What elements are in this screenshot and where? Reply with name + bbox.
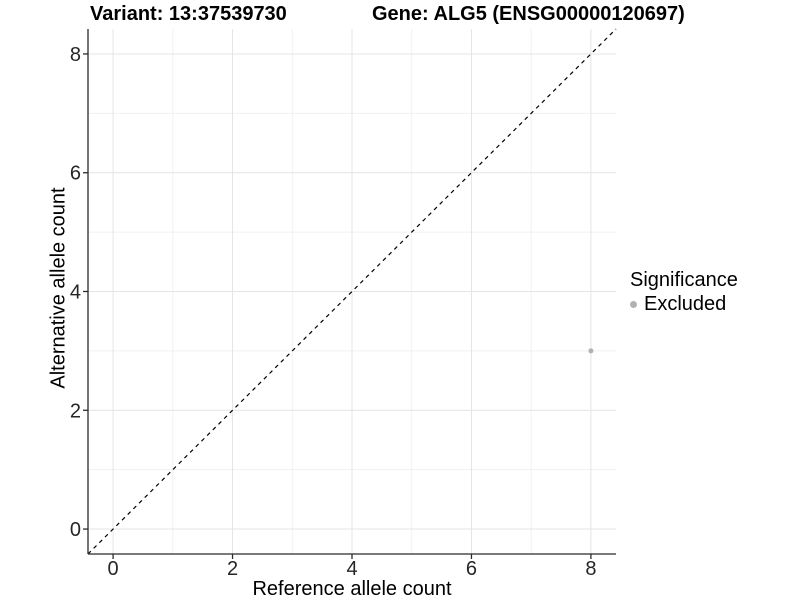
y-tick-label: 8 (70, 44, 81, 66)
y-axis-label: Alternative allele count (47, 187, 70, 389)
legend-item-label: Excluded (644, 293, 727, 315)
x-tick-label: 8 (585, 558, 596, 580)
y-tick-label: 6 (70, 163, 81, 185)
x-axis-label: Reference allele count (252, 578, 452, 600)
plot-title-gene: Gene: ALG5 (ENSG00000120697) (372, 3, 685, 25)
plot-title: Variant: 13:37539730 Gene: ALG5 (ENSG000… (0, 3, 800, 29)
y-tick-label: 4 (70, 282, 81, 304)
x-tick-label: 6 (466, 558, 477, 580)
plot-title-variant: Variant: 13:37539730 (90, 3, 287, 25)
legend-title: Significance (630, 269, 738, 291)
y-tick-label: 0 (70, 519, 81, 541)
data-point (588, 348, 594, 354)
x-tick-label: 0 (108, 558, 119, 580)
x-tick-label: 2 (227, 558, 238, 580)
legend: Significance Excluded (630, 268, 738, 316)
y-tick-label: 2 (70, 400, 81, 422)
legend-point-icon (630, 300, 637, 308)
x-tick-label: 4 (346, 558, 357, 580)
legend-item-excluded: Excluded (630, 292, 738, 316)
